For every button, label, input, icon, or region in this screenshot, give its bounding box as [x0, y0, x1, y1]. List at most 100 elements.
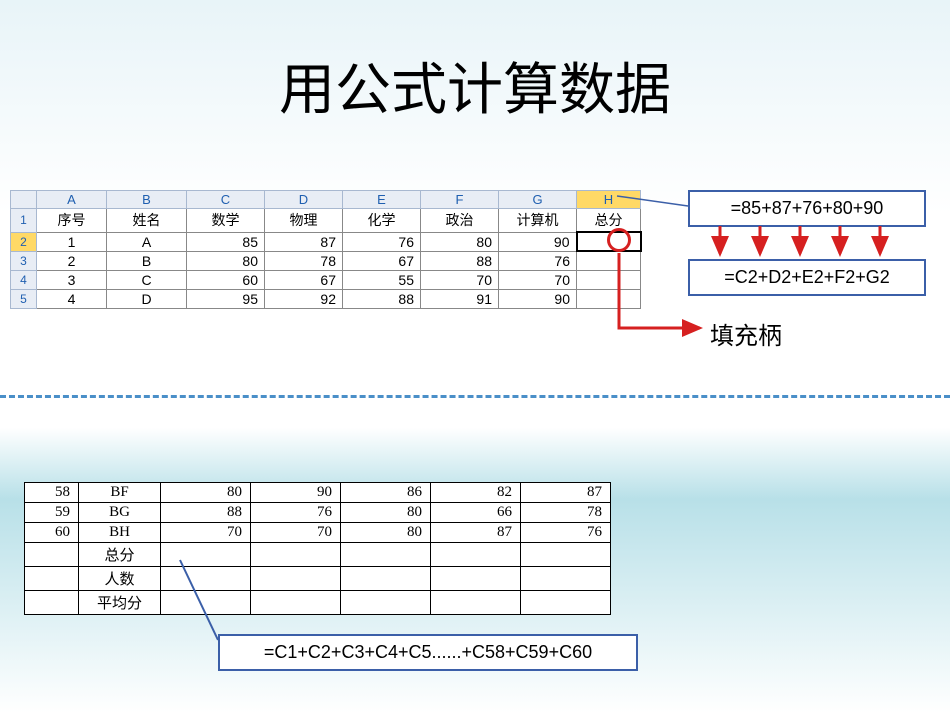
cell[interactable]: [161, 543, 251, 567]
cell[interactable]: BG: [79, 503, 161, 523]
cell[interactable]: [161, 567, 251, 591]
row-header-2[interactable]: 2: [11, 232, 37, 251]
cell[interactable]: [25, 543, 79, 567]
excel-table-bottom: 58 BF 80 90 86 82 87 59 BG 88 76 80 66 7…: [24, 482, 611, 615]
cell[interactable]: 数学: [187, 209, 265, 233]
cell[interactable]: [431, 543, 521, 567]
cell[interactable]: 总分: [577, 209, 641, 233]
page-title: 用公式计算数据: [0, 0, 950, 156]
cell[interactable]: 80: [161, 483, 251, 503]
cell[interactable]: [25, 591, 79, 615]
col-header-D[interactable]: D: [265, 191, 343, 209]
cell[interactable]: 87: [521, 483, 611, 503]
summary-label-count[interactable]: 人数: [79, 567, 161, 591]
cell[interactable]: 87: [431, 523, 521, 543]
cell[interactable]: 76: [343, 232, 421, 251]
cell[interactable]: 70: [421, 270, 499, 289]
cell[interactable]: 90: [499, 289, 577, 308]
cell[interactable]: 67: [343, 251, 421, 270]
cell[interactable]: C: [107, 270, 187, 289]
cell[interactable]: [341, 591, 431, 615]
cell[interactable]: [577, 251, 641, 270]
cell[interactable]: 物理: [265, 209, 343, 233]
cell[interactable]: [25, 567, 79, 591]
cell[interactable]: 95: [187, 289, 265, 308]
cell[interactable]: 80: [341, 503, 431, 523]
cell[interactable]: 60: [25, 523, 79, 543]
cell[interactable]: 76: [499, 251, 577, 270]
cell[interactable]: 80: [341, 523, 431, 543]
cell[interactable]: [341, 567, 431, 591]
col-header-A[interactable]: A: [37, 191, 107, 209]
section-divider: [0, 395, 950, 398]
cell[interactable]: 86: [341, 483, 431, 503]
cell[interactable]: 66: [431, 503, 521, 523]
cell[interactable]: 76: [521, 523, 611, 543]
col-header-B[interactable]: B: [107, 191, 187, 209]
cell[interactable]: [577, 270, 641, 289]
col-header-H[interactable]: H: [577, 191, 641, 209]
cell[interactable]: 59: [25, 503, 79, 523]
row-header-4[interactable]: 4: [11, 270, 37, 289]
cell[interactable]: [251, 567, 341, 591]
cell[interactable]: 计算机: [499, 209, 577, 233]
cell[interactable]: 76: [251, 503, 341, 523]
cell[interactable]: 91: [421, 289, 499, 308]
cell[interactable]: 4: [37, 289, 107, 308]
cell[interactable]: [431, 567, 521, 591]
cell[interactable]: 序号: [37, 209, 107, 233]
cell[interactable]: A: [107, 232, 187, 251]
cell[interactable]: 78: [265, 251, 343, 270]
cell[interactable]: 70: [251, 523, 341, 543]
cell[interactable]: 80: [187, 251, 265, 270]
col-header-G[interactable]: G: [499, 191, 577, 209]
cell[interactable]: [251, 591, 341, 615]
cell[interactable]: [341, 543, 431, 567]
cell[interactable]: 90: [251, 483, 341, 503]
cell[interactable]: 67: [265, 270, 343, 289]
cell[interactable]: [577, 289, 641, 308]
cell[interactable]: 88: [343, 289, 421, 308]
corner-cell: [11, 191, 37, 209]
row-header-5[interactable]: 5: [11, 289, 37, 308]
cell[interactable]: 70: [499, 270, 577, 289]
cell[interactable]: 90: [499, 232, 577, 251]
col-header-E[interactable]: E: [343, 191, 421, 209]
cell[interactable]: D: [107, 289, 187, 308]
cell[interactable]: 姓名: [107, 209, 187, 233]
row-header-3[interactable]: 3: [11, 251, 37, 270]
col-header-F[interactable]: F: [421, 191, 499, 209]
cell[interactable]: 70: [161, 523, 251, 543]
cell[interactable]: 2: [37, 251, 107, 270]
cell[interactable]: 58: [25, 483, 79, 503]
fill-handle-label: 填充柄: [710, 316, 782, 351]
cell[interactable]: 化学: [343, 209, 421, 233]
cell[interactable]: 88: [161, 503, 251, 523]
cell[interactable]: 政治: [421, 209, 499, 233]
cell[interactable]: [521, 591, 611, 615]
cell[interactable]: 82: [431, 483, 521, 503]
cell[interactable]: 55: [343, 270, 421, 289]
cell[interactable]: [251, 543, 341, 567]
cell[interactable]: 60: [187, 270, 265, 289]
cell[interactable]: 85: [187, 232, 265, 251]
cell[interactable]: [521, 543, 611, 567]
cell[interactable]: 87: [265, 232, 343, 251]
cell[interactable]: 3: [37, 270, 107, 289]
cell[interactable]: BH: [79, 523, 161, 543]
summary-label-avg[interactable]: 平均分: [79, 591, 161, 615]
cell[interactable]: 78: [521, 503, 611, 523]
row-header-1[interactable]: 1: [11, 209, 37, 233]
cell[interactable]: BF: [79, 483, 161, 503]
col-header-C[interactable]: C: [187, 191, 265, 209]
cell[interactable]: [431, 591, 521, 615]
cell[interactable]: 1: [37, 232, 107, 251]
cell[interactable]: [161, 591, 251, 615]
cell[interactable]: 92: [265, 289, 343, 308]
cell[interactable]: B: [107, 251, 187, 270]
formula-box-cells: =C2+D2+E2+F2+G2: [688, 259, 926, 296]
summary-label-total[interactable]: 总分: [79, 543, 161, 567]
cell[interactable]: [521, 567, 611, 591]
cell[interactable]: 80: [421, 232, 499, 251]
cell[interactable]: 88: [421, 251, 499, 270]
